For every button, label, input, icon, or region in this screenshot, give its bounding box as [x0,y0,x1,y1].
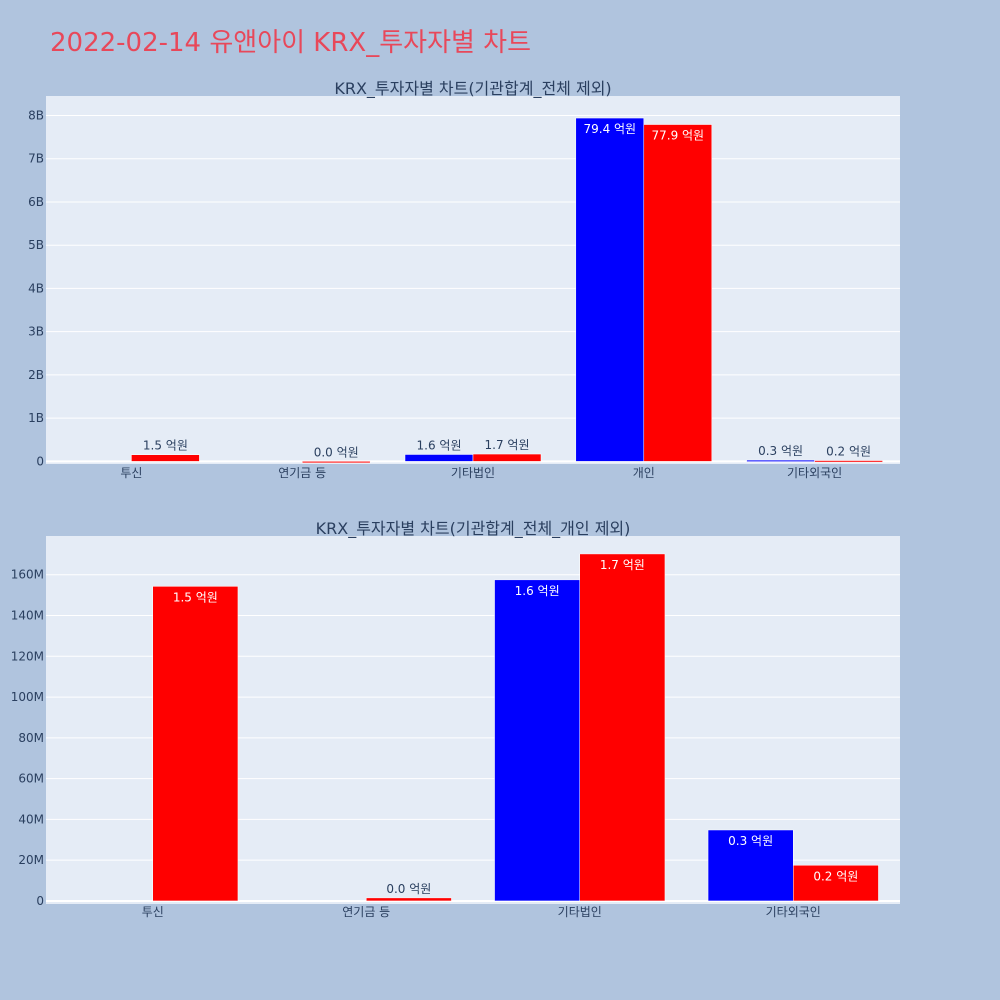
bar-s1-4 [814,460,883,463]
y-tick-label: 5B [28,238,44,252]
x-tick-label: 기타외국인 [766,905,821,919]
bar-s0-2 [494,579,580,902]
y-tick-label: 100M [11,690,44,704]
y-tick-label: 160M [11,568,44,582]
data-label: 1.6 억원 [417,438,462,452]
data-label: 0.3 억원 [758,444,803,458]
y-tick-label: 0 [36,894,44,908]
x-tick-label: 기타외국인 [787,466,842,480]
bar-s0-3 [707,829,794,902]
y-tick-label: 3B [28,325,44,339]
chart-title: KRX_투자자별 차트(기관합계_전체_개인 제외) [316,519,631,539]
x-tick-label: 연기금 등 [278,466,326,480]
bar-s1-2 [579,553,666,902]
bar-s1-1 [301,461,371,464]
data-label: 1.5 억원 [173,590,218,604]
y-tick-label: 20M [18,853,44,867]
y-tick-label: 60M [18,772,44,786]
x-tick-label: 투신 [120,466,142,480]
x-tick-label: 기타법인 [558,905,602,919]
data-label: 0.0 억원 [386,882,431,896]
plot-area-1 [46,96,900,464]
bar-s1-0 [152,586,239,902]
bar-s1-0 [131,454,200,462]
y-tick-label: 40M [18,812,44,826]
y-tick-label: 80M [18,731,44,745]
bar-s1-1 [366,897,452,902]
bar-s1-3 [643,124,713,462]
bar-s0-4 [746,459,815,462]
y-tick-label: 1B [28,411,44,425]
x-tick-label: 연기금 등 [342,905,390,919]
bar-s0-3 [575,117,645,462]
bar-s1-3 [793,865,879,902]
y-tick-label: 7B [28,152,44,166]
x-tick-label: 투신 [142,905,164,919]
data-label: 0.2 억원 [826,445,871,459]
data-label: 1.7 억원 [485,438,530,452]
data-label: 0.0 억원 [314,445,359,459]
x-tick-label: 기타법인 [451,466,495,480]
y-tick-label: 8B [28,108,44,122]
y-tick-label: 120M [11,649,44,663]
y-tick-label: 140M [11,609,44,623]
y-tick-label: 6B [28,195,44,209]
data-label: 1.5 억원 [143,439,188,453]
x-tick-label: 개인 [633,466,655,480]
data-label: 0.3 억원 [728,834,773,848]
y-tick-label: 2B [28,368,44,382]
bar-s0-2 [404,454,474,462]
y-tick-label: 0 [36,454,44,468]
data-label: 1.6 억원 [515,584,560,598]
y-tick-label: 4B [28,281,44,295]
data-label: 79.4 억원 [583,122,636,136]
data-label: 0.2 억원 [813,869,858,883]
data-label: 77.9 억원 [651,129,704,143]
chart-title: KRX_투자자별 차트(기관합계_전체 제외) [334,79,611,99]
bar-s1-2 [472,453,542,462]
data-label: 1.7 억원 [600,558,645,572]
page-title: 2022-02-14 유앤아이 KRX_투자자별 차트 [50,28,532,58]
